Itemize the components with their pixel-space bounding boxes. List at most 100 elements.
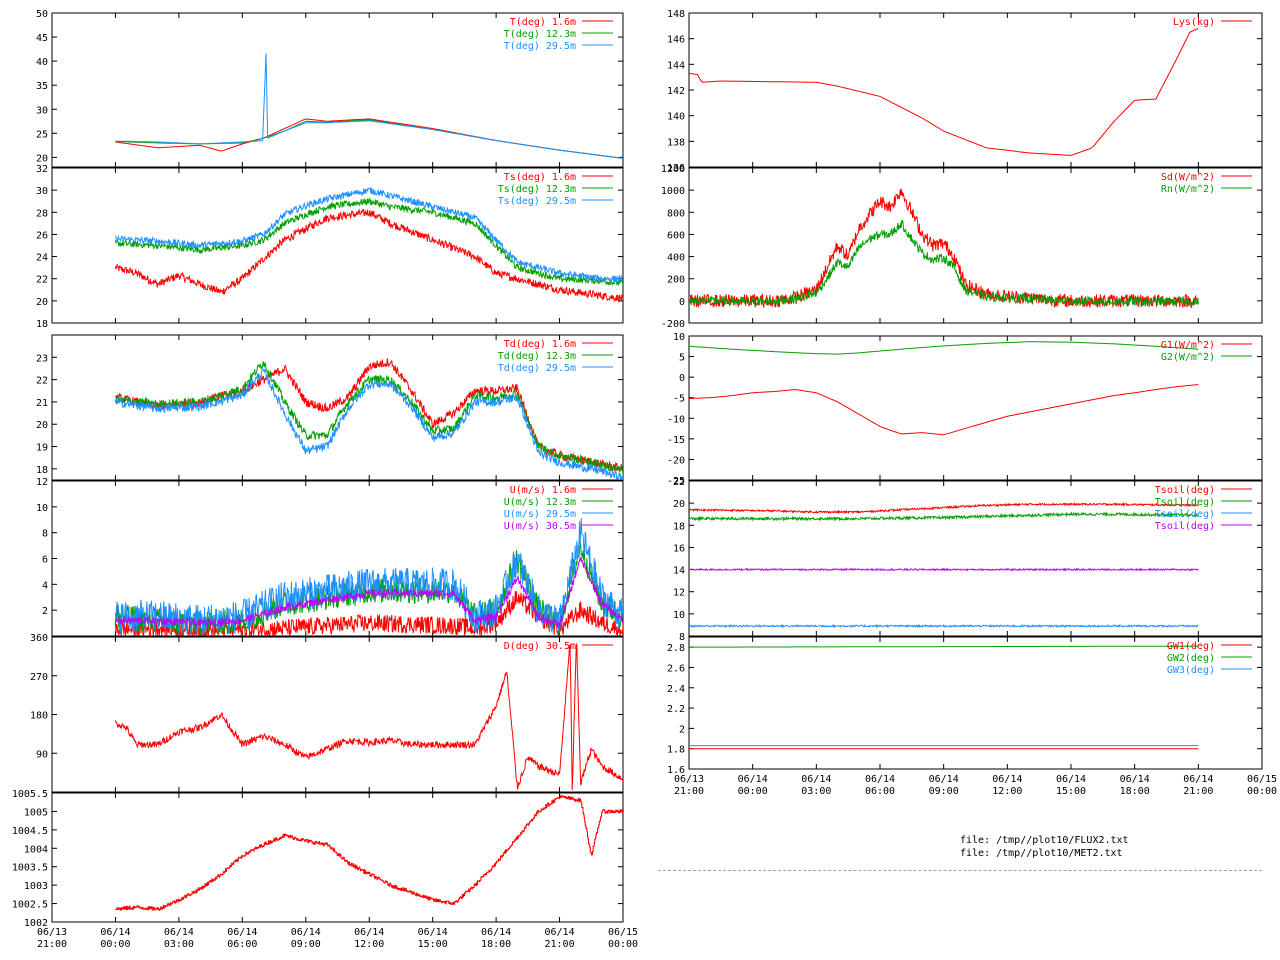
panel-frame	[51, 334, 624, 481]
y-tick-label: 142	[667, 86, 685, 97]
x-tick-label: 21:00	[545, 939, 575, 950]
y-tick-label: 23	[36, 353, 48, 364]
y-tick-label: 5	[679, 353, 685, 364]
x-tick-label: 06/14	[227, 927, 257, 938]
y-tick-label: 40	[36, 57, 48, 68]
y-tick-label: 19	[36, 443, 48, 454]
y-tick-label: 2.4	[667, 684, 685, 695]
y-tick-label: 140	[667, 112, 685, 123]
series-line-0	[115, 794, 623, 911]
y-tick-label: 10	[36, 503, 48, 514]
y-tick-label: 1004.5	[12, 826, 48, 837]
series-line-1	[115, 119, 623, 159]
separator-line	[658, 870, 1262, 871]
legend-label-2: Tsoil(deg)	[1155, 509, 1215, 520]
y-tick-label: 144	[667, 60, 685, 71]
y-tick-label: 20	[673, 499, 685, 510]
panel-5: 1002 1002.5 1003 1003.5 1004 1004.5 1005 1005.5…	[12, 789, 638, 950]
y-tick-label: 8	[679, 632, 685, 643]
y-tick-label: 1003	[24, 881, 48, 892]
y-tick-label: 1003.5	[12, 863, 48, 874]
x-tick-label: 18:00	[1120, 786, 1150, 797]
x-tick-label: 12:00	[992, 786, 1022, 797]
series-group	[114, 643, 623, 791]
series-line-1	[689, 511, 1199, 522]
series-line-1	[689, 219, 1199, 308]
x-tick-label: 06/14	[291, 927, 321, 938]
series-group	[689, 188, 1199, 309]
y-tick-label: 138	[667, 137, 685, 148]
series-group	[114, 518, 623, 636]
y-tick-label: -15	[667, 435, 685, 446]
x-tick-label: 18:00	[481, 939, 511, 950]
y-tick-label: 1005.5	[12, 789, 48, 800]
x-tick-label: 00:00	[608, 939, 638, 950]
y-tick-label: -10	[667, 414, 685, 425]
series-line-2	[115, 187, 623, 284]
y-tick-label: 600	[667, 230, 685, 241]
y-tick-label: 50	[36, 9, 48, 20]
panel-frame	[688, 636, 1263, 770]
y-tick-label: 4	[42, 580, 48, 591]
series-line-0	[114, 358, 623, 473]
y-tick-label: 0	[679, 373, 685, 384]
legend-label-2: T(deg) 29.5m	[504, 41, 576, 52]
file-list: file: /tmp//plot10/FLUX2.txt file: /tmp/…	[960, 834, 1129, 860]
panel-0: 20 25 30 35 40 45 50 T(deg) 1.6mT(deg) 12.3mT(d…	[36, 9, 624, 168]
legend-label-1: Tsoil(deg)	[1155, 497, 1215, 508]
x-tick-label: 03:00	[801, 786, 831, 797]
y-tick-label: 1.8	[667, 745, 685, 756]
panel-frame	[688, 335, 1263, 481]
series-group	[114, 187, 623, 303]
x-tick-label: 06/15	[608, 927, 638, 938]
x-tick-label: 06/14	[929, 774, 959, 785]
series-line-2	[689, 623, 1199, 629]
legend-label-0: Tsoil(deg)	[1155, 485, 1215, 496]
y-tick-label: 12	[673, 588, 685, 599]
x-tick-label: 09:00	[929, 786, 959, 797]
y-tick-label: 18	[673, 521, 685, 532]
y-tick-label: 360	[30, 633, 48, 644]
x-tick-label: 21:00	[37, 939, 67, 950]
series-line-1	[689, 645, 1199, 648]
x-tick-label: 00:00	[738, 786, 768, 797]
x-tick-label: 15:00	[418, 939, 448, 950]
y-tick-label: 10	[673, 610, 685, 621]
panel-4: 90 180 270 360 D(deg) 30.5m	[30, 633, 624, 793]
legend-label-2: GW3(deg)	[1167, 665, 1215, 676]
x-tick-label: 06/14	[1183, 774, 1213, 785]
x-tick-label: 06/14	[865, 774, 895, 785]
x-tick-label: 06:00	[227, 939, 257, 950]
y-tick-label: 136	[667, 163, 685, 174]
series-group	[115, 794, 623, 911]
legend-label-0: Lys(kg)	[1173, 17, 1215, 28]
y-tick-label: 1004	[24, 844, 48, 855]
y-tick-label: 2	[42, 606, 48, 617]
y-tick-label: 45	[36, 33, 48, 44]
x-tick-label: 06/14	[801, 774, 831, 785]
legend-label-1: U(m/s) 12.3m	[504, 497, 576, 508]
x-tick-label: 03:00	[164, 939, 194, 950]
series-group	[115, 53, 623, 159]
series-line-0	[689, 188, 1199, 309]
series-line-1	[689, 341, 1199, 355]
y-tick-label: 1000	[661, 186, 685, 197]
legend-label-0: G1(W/m^2)	[1161, 340, 1215, 351]
x-tick-label: 21:00	[1183, 786, 1213, 797]
y-tick-label: 6	[42, 555, 48, 566]
legend-label-1: Td(deg) 12.3m	[498, 351, 576, 362]
x-tick-label: 06/14	[545, 927, 575, 938]
y-tick-label: -5	[673, 394, 685, 405]
x-tick-label: 06/15	[1247, 774, 1277, 785]
y-tick-label: 1005	[24, 807, 48, 818]
y-tick-label: 24	[36, 253, 48, 264]
series-line-3	[114, 556, 623, 630]
x-tick-label: 00:00	[1247, 786, 1277, 797]
series-line-1	[114, 196, 623, 287]
y-tick-label: 200	[667, 275, 685, 286]
y-tick-label: 22	[36, 376, 48, 387]
legend-label-3: Tsoil(deg)	[1155, 521, 1215, 532]
y-tick-label: 10	[673, 332, 685, 343]
